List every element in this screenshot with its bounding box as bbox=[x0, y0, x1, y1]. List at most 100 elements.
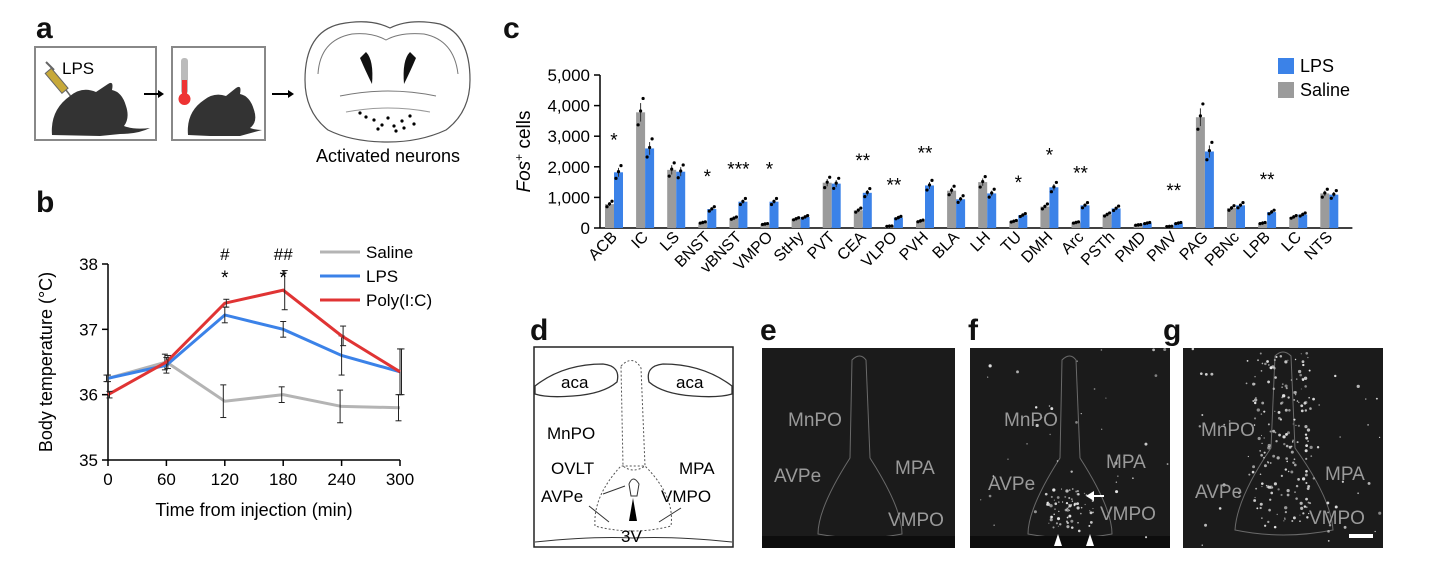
data-point bbox=[1170, 224, 1174, 228]
significance-mark: * bbox=[610, 130, 618, 151]
fos-cell bbox=[1223, 423, 1226, 426]
fos-cell bbox=[1271, 486, 1274, 489]
significance-mark: # bbox=[220, 245, 230, 264]
fos-cell bbox=[1301, 360, 1305, 364]
fos-cell bbox=[1293, 458, 1296, 461]
fos-cell bbox=[1267, 423, 1270, 426]
bar-saline bbox=[916, 220, 925, 228]
legend-swatch bbox=[1278, 82, 1294, 98]
data-point bbox=[639, 109, 643, 113]
fos-cell bbox=[1274, 410, 1276, 412]
brain-section-icon bbox=[304, 21, 471, 143]
fos-cell bbox=[1284, 408, 1288, 412]
fos-cell bbox=[1305, 506, 1308, 509]
data-point bbox=[774, 196, 779, 201]
data-point bbox=[828, 175, 832, 179]
fos-cell bbox=[1294, 358, 1297, 361]
fos-cell bbox=[1299, 520, 1301, 522]
data-point bbox=[1145, 221, 1149, 225]
fos-cell bbox=[1261, 442, 1263, 445]
bar-saline bbox=[760, 224, 770, 228]
fos-cell bbox=[1292, 461, 1295, 464]
data-point bbox=[734, 215, 738, 219]
significance-mark: * bbox=[766, 160, 774, 181]
fos-cell bbox=[1076, 360, 1078, 362]
fos-cell bbox=[1284, 360, 1288, 364]
data-point bbox=[825, 180, 829, 184]
fos-cell bbox=[1275, 440, 1278, 443]
fos-cell bbox=[1026, 443, 1028, 445]
data-point bbox=[641, 96, 645, 101]
fos-cell bbox=[1132, 477, 1134, 480]
fos-cell bbox=[1284, 511, 1287, 514]
fos-cell bbox=[1253, 499, 1257, 502]
fos-cell bbox=[1100, 349, 1103, 351]
data-point bbox=[1108, 211, 1112, 215]
fos-cell bbox=[1056, 496, 1060, 499]
fos-cell bbox=[1053, 513, 1055, 516]
bar-lps bbox=[769, 201, 779, 228]
fos-cell bbox=[1065, 489, 1069, 493]
data-point bbox=[887, 224, 891, 228]
data-point bbox=[918, 219, 923, 223]
data-point bbox=[1292, 215, 1296, 219]
data-point bbox=[1021, 213, 1025, 217]
fos-cell bbox=[1308, 369, 1311, 372]
fos-cell bbox=[1246, 359, 1249, 362]
data-point bbox=[710, 207, 714, 211]
data-point bbox=[765, 221, 770, 226]
fos-cell bbox=[1068, 489, 1071, 491]
fos-cell bbox=[987, 376, 989, 378]
third-ventricle-label: 3V bbox=[621, 527, 642, 546]
bar-lps bbox=[1173, 223, 1183, 228]
data-point bbox=[823, 186, 827, 190]
fos-cell bbox=[1284, 384, 1288, 388]
fos-cell bbox=[1007, 458, 1009, 460]
fos-cell bbox=[1290, 379, 1293, 381]
fos-cell bbox=[1254, 375, 1256, 378]
data-point bbox=[1174, 222, 1178, 226]
data-point bbox=[1165, 225, 1169, 229]
bar-lps bbox=[645, 148, 655, 228]
fos-cell bbox=[1281, 386, 1283, 388]
fos-cell bbox=[1052, 488, 1055, 491]
data-point bbox=[636, 123, 640, 127]
fos-cell bbox=[1077, 522, 1079, 524]
fos-cell bbox=[1339, 436, 1341, 438]
fos-cell bbox=[1145, 536, 1148, 539]
fos-cell bbox=[1273, 358, 1276, 362]
fos-cell bbox=[1152, 348, 1155, 352]
fos-cell bbox=[1299, 373, 1303, 377]
bar-lps bbox=[1080, 205, 1090, 228]
mouse-icon-1 bbox=[51, 82, 151, 136]
fos-cell bbox=[1073, 505, 1075, 507]
panel-letter-f: f bbox=[968, 314, 978, 347]
data-point bbox=[676, 176, 680, 180]
fos-cell bbox=[1297, 477, 1300, 481]
x-tick-label: 0 bbox=[103, 470, 112, 489]
fos-cell bbox=[1268, 508, 1271, 512]
fos-cell bbox=[1277, 410, 1281, 414]
fos-cell bbox=[1259, 450, 1261, 452]
data-point bbox=[1148, 220, 1152, 225]
fos-cell bbox=[1327, 539, 1330, 542]
bar-saline bbox=[698, 222, 708, 228]
data-point bbox=[797, 216, 801, 220]
bar-saline bbox=[978, 182, 988, 228]
data-point bbox=[885, 224, 889, 228]
data-point bbox=[1052, 185, 1056, 189]
fos-cell bbox=[1154, 374, 1158, 378]
data-point bbox=[930, 178, 934, 182]
arrow-icon-f bbox=[1086, 491, 1104, 501]
fos-cell bbox=[1286, 460, 1289, 463]
fos-cell bbox=[1052, 488, 1056, 492]
data-point bbox=[947, 193, 951, 197]
fos-cell bbox=[1294, 391, 1298, 394]
data-point bbox=[959, 197, 963, 201]
mnpo-label-g: MnPO bbox=[1201, 420, 1255, 441]
fos-cell bbox=[1075, 490, 1078, 493]
fos-cell bbox=[1060, 488, 1063, 490]
mnpo-outline bbox=[620, 360, 646, 471]
series-line-saline bbox=[107, 360, 401, 410]
data-point bbox=[672, 161, 676, 165]
